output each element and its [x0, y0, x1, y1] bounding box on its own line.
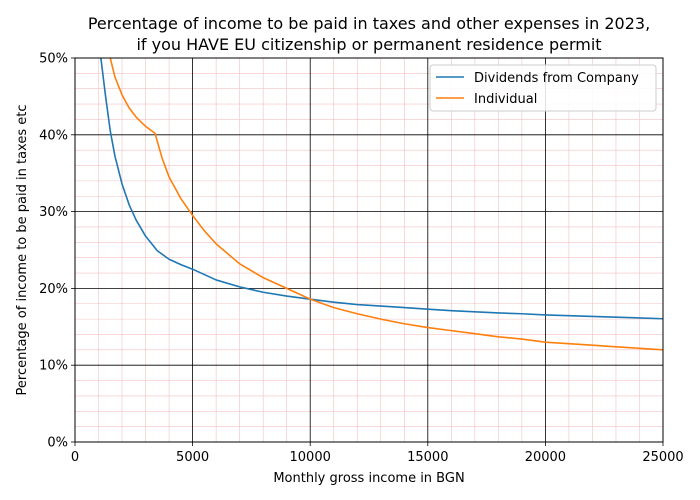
legend-label-dividends: Dividends from Company: [474, 71, 639, 86]
y-axis-label: Percentage of income to be paid in taxes…: [15, 105, 30, 396]
y-tick-label: 50%: [39, 52, 68, 67]
y-tick-label: 30%: [39, 205, 68, 220]
legend-box: [429, 64, 657, 112]
x-tick-label: 20000: [525, 450, 566, 465]
x-tick-label: 10000: [290, 450, 331, 465]
series-layer: [100, 58, 663, 351]
series-line-dividends: [100, 58, 663, 320]
x-tick-label: 5000: [176, 450, 209, 465]
y-tick-label: 10%: [39, 359, 68, 374]
x-tick-label: 0: [71, 450, 79, 465]
y-tick-label: 40%: [39, 128, 68, 143]
chart-title-line-2: if you HAVE EU citizenship or permanent …: [136, 35, 601, 54]
x-axis-label: Monthly gross income in BGN: [273, 471, 464, 486]
plot-frame: [74, 57, 664, 443]
series-line-individual: [109, 58, 663, 351]
chart-title-line-1: Percentage of income to be paid in taxes…: [88, 14, 650, 33]
y-axis-ticks: 0% 10% 20% 30% 40% 50%: [39, 52, 75, 451]
y-tick-label: 0%: [47, 436, 68, 451]
legend-label-individual: Individual: [474, 92, 537, 107]
legend: Dividends from Company Individual: [429, 64, 657, 112]
major-grid: [74, 57, 664, 443]
x-tick-label: 25000: [642, 450, 683, 465]
y-tick-label: 20%: [39, 282, 68, 297]
x-tick-label: 15000: [407, 450, 448, 465]
x-axis-ticks: 0 5000 10000 15000 20000 25000: [71, 442, 684, 465]
minor-grid: [75, 58, 663, 442]
